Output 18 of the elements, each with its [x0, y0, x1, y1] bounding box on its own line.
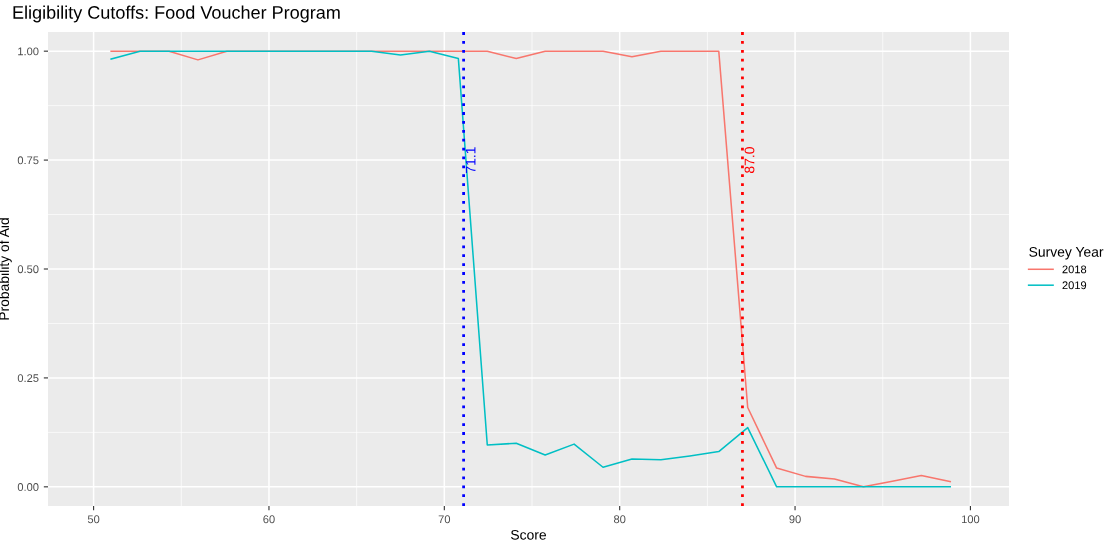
chart-title: Eligibility Cutoffs: Food Voucher Program	[13, 5, 340, 23]
y-tick-label: 1.00	[18, 47, 39, 56]
x-tick-label: 80	[613, 515, 626, 524]
y-tick-label: 0.75	[17, 156, 39, 165]
ref-line-label: 87.0	[744, 147, 755, 173]
x-tick-label: 60	[263, 515, 275, 524]
x-axis-title: Score	[510, 529, 547, 540]
y-tick-label: 0.25	[17, 374, 39, 383]
legend-title: Survey Year	[1029, 246, 1104, 260]
legend-label: 2018	[1062, 265, 1087, 274]
x-tick-label: 100	[962, 515, 980, 524]
x-tick-label: 70	[438, 515, 451, 524]
x-tick-label: 50	[87, 515, 100, 524]
y-tick-label: 0.50	[17, 265, 39, 274]
ref-line-label: 71.1	[465, 147, 476, 173]
y-tick-label: 0.00	[17, 483, 39, 491]
legend-label: 2019	[1062, 281, 1087, 290]
x-tick-label: 90	[789, 515, 801, 524]
